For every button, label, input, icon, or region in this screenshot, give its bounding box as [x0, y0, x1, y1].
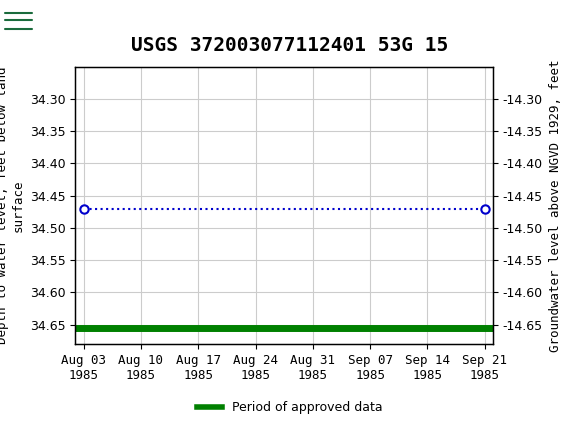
- Legend: Period of approved data: Period of approved data: [192, 396, 388, 419]
- Text: USGS: USGS: [38, 13, 97, 32]
- Text: USGS 372003077112401 53G 15: USGS 372003077112401 53G 15: [132, 36, 448, 55]
- FancyBboxPatch shape: [3, 3, 78, 42]
- Y-axis label: Groundwater level above NGVD 1929, feet: Groundwater level above NGVD 1929, feet: [549, 59, 561, 352]
- Y-axis label: Depth to water level, feet below land
surface: Depth to water level, feet below land su…: [0, 67, 24, 344]
